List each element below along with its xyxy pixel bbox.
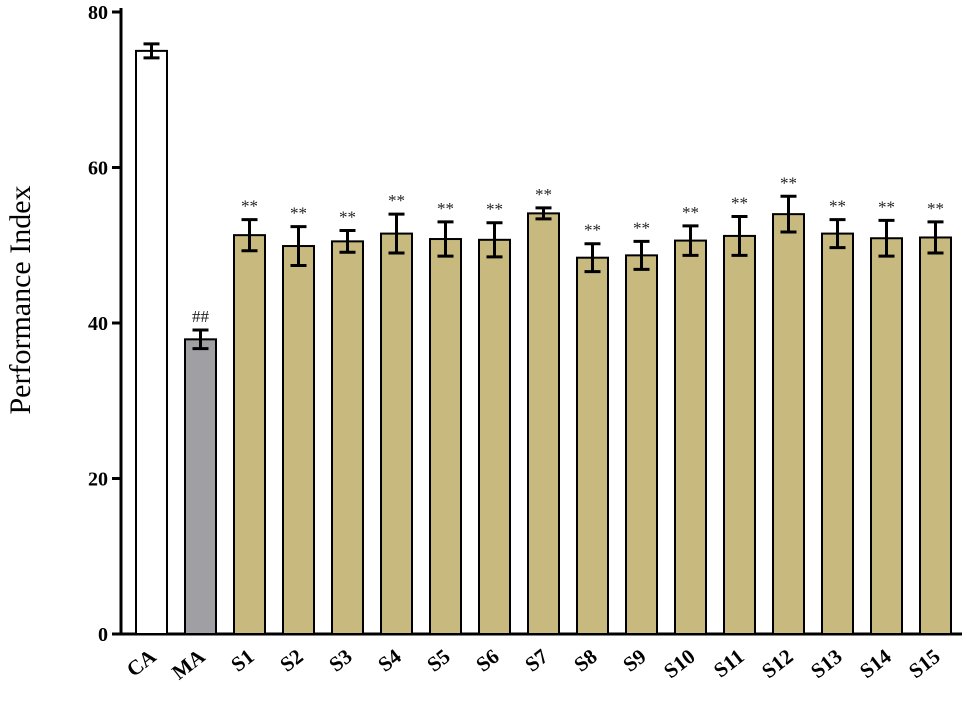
significance-labels: ## ** ** ** ** ** ** ** ** ** ** ** ** ** ** **	[192, 173, 944, 326]
significance-s8: **	[584, 221, 601, 240]
bars	[135, 49, 952, 636]
bar-s14	[870, 237, 903, 635]
significance-s10: **	[682, 203, 699, 222]
category-label-s11: S11	[709, 644, 749, 682]
bar-s13	[821, 232, 854, 635]
y-axis-ticks: 0 20 40 60 80	[88, 2, 121, 646]
error-bar-s13	[829, 218, 846, 250]
significance-s4: **	[388, 191, 405, 210]
error-bar-s2	[290, 225, 307, 267]
bar-ma	[184, 338, 217, 635]
significance-s1: **	[241, 197, 258, 216]
bar-s12	[772, 213, 805, 635]
category-label-s9: S9	[618, 644, 650, 677]
bar-s8	[576, 256, 609, 635]
bar-s11	[723, 234, 756, 635]
error-bar-s3	[339, 228, 356, 254]
bar-s3	[331, 240, 364, 636]
category-label-s5: S5	[422, 644, 454, 677]
bar-s2	[282, 245, 315, 635]
category-label-s1: S1	[226, 644, 258, 677]
significance-s7: **	[535, 185, 552, 204]
bar-s6	[478, 238, 511, 635]
error-bar-s11	[731, 214, 748, 257]
significance-s2: **	[290, 204, 307, 223]
significance-ma: ##	[192, 307, 210, 326]
error-bar-ma	[192, 328, 209, 351]
category-label-s2: S2	[275, 644, 307, 677]
error-bar-s6	[486, 221, 503, 259]
error-bar-s4	[388, 212, 405, 255]
bar-s1	[233, 234, 266, 636]
significance-s13: **	[829, 197, 846, 216]
category-label-s7: S7	[520, 644, 552, 677]
significance-s11: **	[731, 193, 748, 212]
error-bar-s7	[535, 206, 552, 221]
error-bar-s15	[927, 220, 944, 255]
y-tick-label-0: 0	[98, 624, 108, 646]
bar-s4	[380, 232, 413, 635]
category-label-s14: S14	[855, 644, 896, 683]
significance-s9: **	[633, 218, 650, 237]
significance-s12: **	[780, 173, 797, 192]
bar-ca	[135, 49, 168, 635]
bar-s5	[429, 238, 462, 635]
significance-s6: **	[486, 200, 503, 219]
error-bar-ca	[143, 42, 160, 60]
significance-s3: **	[339, 207, 356, 226]
bar-s10	[674, 239, 707, 636]
error-bar-s9	[633, 239, 650, 271]
error-bar-s1	[241, 218, 258, 253]
error-bar-s14	[878, 218, 895, 258]
category-label-s10: S10	[659, 644, 700, 683]
category-labels: CA MA S1 S2 S3 S4 S5 S6 S7 S8 S9 S10 S11 S12 S13 S14 S15	[122, 644, 945, 685]
error-bar-s5	[437, 220, 454, 258]
error-bar-s12	[780, 194, 797, 234]
category-label-ma: MA	[167, 644, 210, 685]
bar-s7	[527, 212, 560, 635]
significance-s14: **	[878, 197, 895, 216]
category-label-s15: S15	[904, 644, 945, 683]
category-label-s13: S13	[806, 644, 847, 683]
category-label-s3: S3	[324, 644, 356, 677]
category-label-s12: S12	[757, 644, 798, 683]
bar-s9	[625, 254, 658, 635]
y-tick-label-20: 20	[88, 469, 108, 491]
significance-s5: **	[437, 199, 454, 218]
error-bars	[143, 42, 944, 351]
category-label-s6: S6	[471, 644, 503, 677]
error-bar-s10	[682, 224, 699, 257]
y-tick-label-60: 60	[88, 158, 108, 180]
y-axis-title: Performance Index	[4, 185, 37, 414]
category-label-s4: S4	[373, 644, 406, 677]
category-label-s8: S8	[569, 644, 601, 677]
error-bar-s8	[584, 242, 601, 274]
category-label-ca: CA	[122, 644, 161, 682]
significance-s15: **	[927, 199, 944, 218]
y-tick-label-40: 40	[88, 313, 108, 335]
y-tick-label-80: 80	[88, 2, 108, 24]
bar-s15	[919, 236, 952, 635]
